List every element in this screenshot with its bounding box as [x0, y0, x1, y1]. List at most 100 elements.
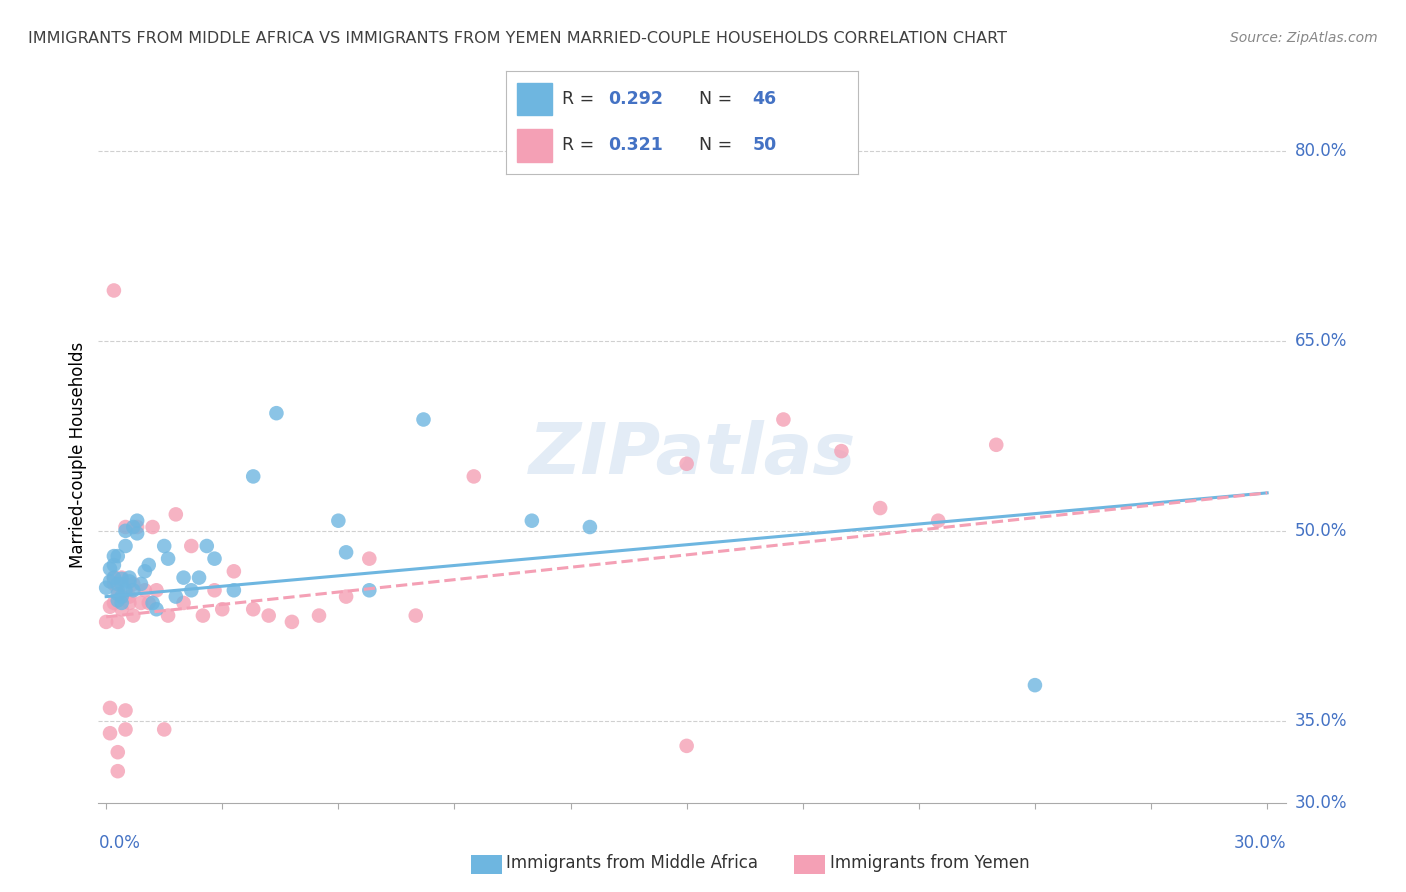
Point: [328, 514, 350, 528]
Point: [107, 583, 129, 598]
Point: [103, 549, 125, 563]
Text: 0.292: 0.292: [607, 90, 664, 108]
Point: [195, 539, 218, 553]
Point: [129, 596, 152, 610]
Text: ZIPatlas: ZIPatlas: [529, 420, 856, 490]
Point: [257, 608, 280, 623]
Point: [107, 615, 129, 629]
Point: [122, 608, 145, 623]
Point: [118, 571, 141, 585]
Point: [122, 583, 145, 598]
Text: 50.0%: 50.0%: [1295, 522, 1347, 540]
Point: [405, 608, 427, 623]
Point: [122, 577, 145, 591]
Point: [222, 564, 245, 578]
Point: [103, 577, 125, 591]
Point: [111, 590, 134, 604]
Point: [107, 593, 129, 607]
Point: [211, 602, 233, 616]
Point: [134, 564, 156, 578]
Text: 80.0%: 80.0%: [1295, 143, 1347, 161]
Text: IMMIGRANTS FROM MIDDLE AFRICA VS IMMIGRANTS FROM YEMEN MARRIED-COUPLE HOUSEHOLDS: IMMIGRANTS FROM MIDDLE AFRICA VS IMMIGRA…: [28, 31, 1007, 46]
Text: R =: R =: [562, 136, 600, 154]
Point: [157, 608, 180, 623]
Point: [675, 457, 697, 471]
Point: [173, 571, 195, 585]
Point: [98, 726, 121, 740]
Point: [107, 764, 129, 779]
Point: [107, 587, 129, 601]
Point: [103, 558, 125, 572]
Point: [134, 583, 156, 598]
Point: [281, 615, 304, 629]
Point: [114, 539, 136, 553]
Text: 30.0%: 30.0%: [1295, 794, 1347, 812]
Point: [242, 602, 264, 616]
Point: [165, 508, 187, 522]
Point: [111, 590, 134, 604]
Point: [188, 571, 211, 585]
Point: [103, 571, 125, 585]
Text: Immigrants from Yemen: Immigrants from Yemen: [830, 855, 1029, 872]
Text: N =: N =: [700, 136, 738, 154]
Point: [173, 596, 195, 610]
Point: [107, 549, 129, 563]
Point: [1024, 678, 1046, 692]
Point: [111, 596, 134, 610]
Point: [675, 739, 697, 753]
Point: [96, 581, 118, 595]
Point: [242, 469, 264, 483]
Point: [463, 469, 485, 483]
Point: [98, 701, 121, 715]
Y-axis label: Married-couple Households: Married-couple Households: [69, 342, 87, 568]
Point: [157, 551, 180, 566]
Point: [153, 723, 176, 737]
Text: 46: 46: [752, 90, 776, 108]
Point: [111, 577, 134, 591]
Point: [111, 572, 134, 586]
Text: Immigrants from Middle Africa: Immigrants from Middle Africa: [506, 855, 758, 872]
Point: [103, 284, 125, 298]
Point: [98, 599, 121, 614]
Text: 0.0%: 0.0%: [98, 834, 141, 852]
Point: [180, 583, 202, 598]
Point: [145, 583, 167, 598]
Point: [114, 723, 136, 737]
Point: [127, 526, 149, 541]
Point: [830, 444, 852, 458]
Point: [335, 590, 357, 604]
Bar: [517, 128, 551, 161]
Point: [118, 574, 141, 589]
Bar: [517, 83, 551, 115]
Point: [579, 520, 602, 534]
Text: N =: N =: [700, 90, 738, 108]
Point: [180, 539, 202, 553]
Point: [138, 558, 160, 572]
Point: [103, 571, 125, 585]
Point: [127, 520, 149, 534]
Point: [114, 524, 136, 538]
Point: [204, 583, 226, 598]
Point: [111, 571, 134, 585]
Point: [165, 590, 187, 604]
Point: [142, 596, 165, 610]
Point: [153, 539, 176, 553]
Point: [98, 562, 121, 576]
Point: [142, 520, 165, 534]
Point: [96, 615, 118, 629]
Point: [869, 501, 891, 516]
Point: [129, 577, 152, 591]
Point: [107, 745, 129, 759]
Point: [222, 583, 245, 598]
Text: R =: R =: [562, 90, 600, 108]
Text: Source: ZipAtlas.com: Source: ZipAtlas.com: [1230, 31, 1378, 45]
Point: [138, 596, 160, 610]
Text: 35.0%: 35.0%: [1295, 712, 1347, 730]
Text: 30.0%: 30.0%: [1234, 834, 1286, 852]
Text: 0.321: 0.321: [607, 136, 664, 154]
Point: [520, 514, 543, 528]
Text: 65.0%: 65.0%: [1295, 332, 1347, 350]
Point: [204, 551, 226, 566]
Text: 50: 50: [752, 136, 776, 154]
Point: [118, 596, 141, 610]
